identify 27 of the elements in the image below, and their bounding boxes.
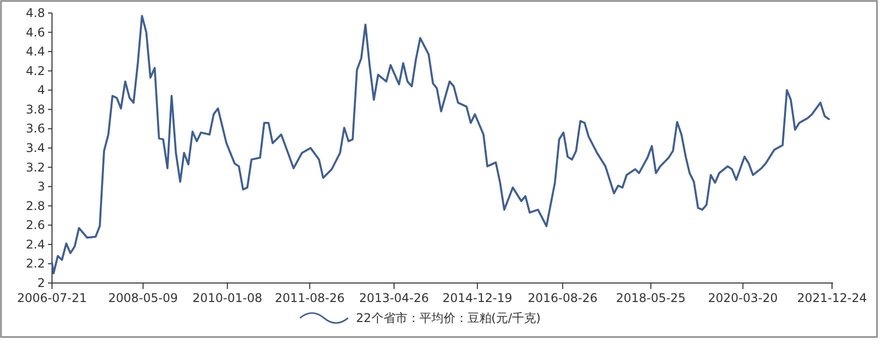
y-tick-label: 2.2 (26, 256, 45, 271)
y-tick-label: 3.6 (26, 122, 45, 136)
y-tick-label: 4.6 (26, 25, 45, 40)
y-tick-label: 2 (37, 276, 45, 290)
y-tick-label: 2.6 (26, 218, 45, 232)
x-tick-label: 2006-07-21 (17, 291, 87, 305)
y-tick-label: 3.8 (26, 102, 45, 116)
x-tick-label: 2013-04-26 (359, 291, 429, 305)
y-tick-label: 2.8 (26, 198, 45, 213)
x-tick-label: 2011-08-26 (274, 291, 345, 305)
y-tick-label: 3.4 (26, 141, 45, 155)
x-tick-label: 2016-08-26 (528, 291, 598, 305)
x-tick-label: 2008-05-09 (108, 291, 178, 305)
y-tick-label: 4.2 (26, 64, 45, 78)
y-tick-label: 4.4 (26, 44, 45, 59)
legend-label: 22个省市：平均价：豆粕(元/千克) (356, 311, 541, 325)
y-tick-label: 2.4 (26, 237, 45, 252)
y-tick-label: 4.8 (26, 6, 45, 20)
x-tick-label: 2018-05-25 (616, 291, 686, 305)
y-tick-label: 3.2 (26, 160, 45, 174)
x-tick-label: 2014-12-19 (442, 291, 512, 305)
x-tick-label: 2020-03-20 (708, 291, 778, 305)
legend: 22个省市：平均价：豆粕(元/千克) (300, 311, 541, 325)
y-tick-label: 4 (37, 83, 45, 98)
x-tick-label: 2010-01-08 (192, 291, 262, 305)
y-tick-label: 3 (37, 180, 45, 194)
x-tick-label: 2021-12-24 (797, 291, 867, 305)
